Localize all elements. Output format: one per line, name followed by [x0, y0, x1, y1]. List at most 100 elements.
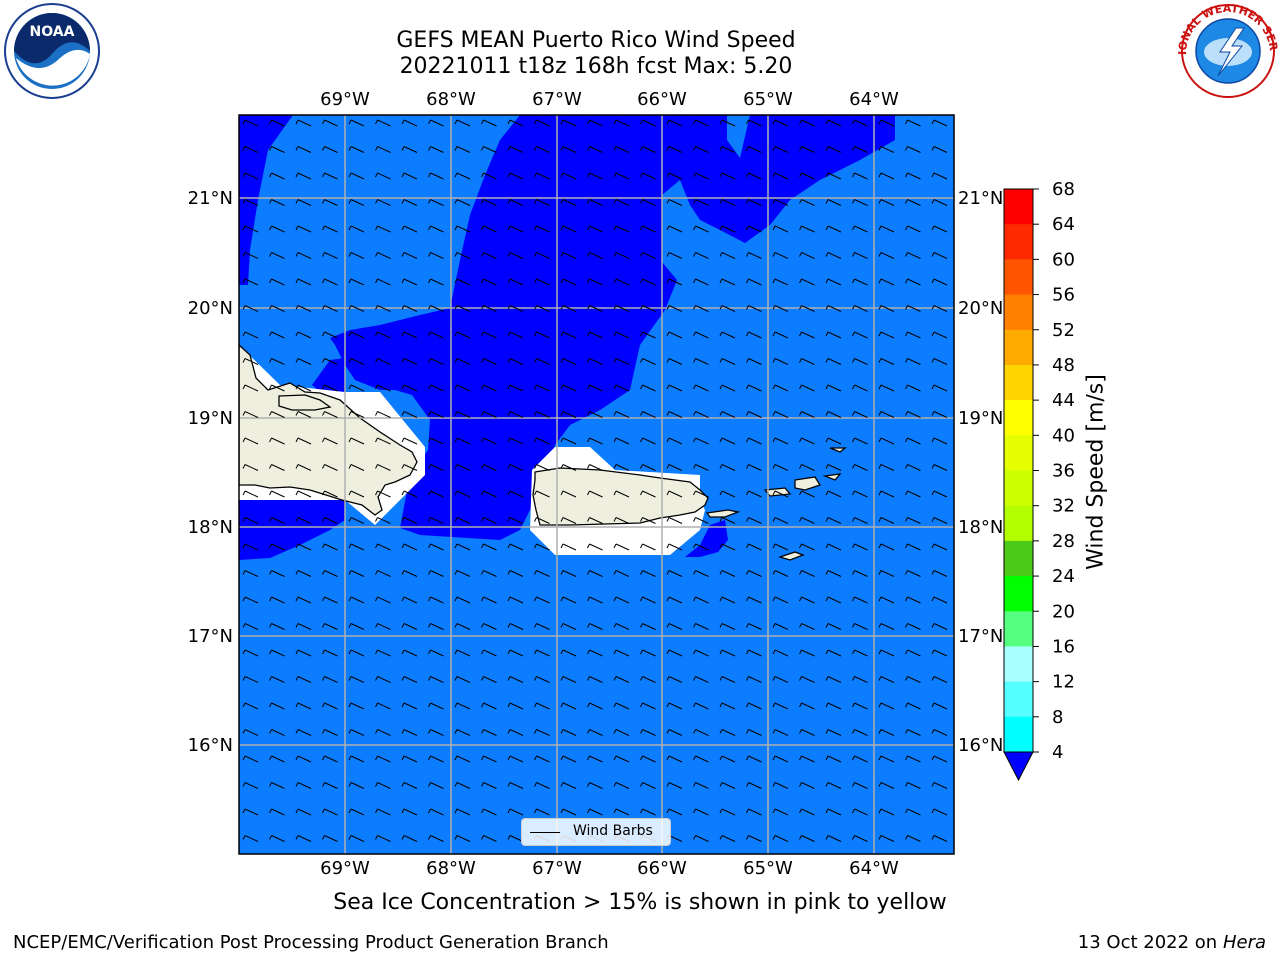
- wind-barb: [905, 119, 921, 127]
- wind-barb: [295, 702, 312, 710]
- wind-barb: [799, 782, 815, 789]
- wind-barb: [507, 172, 524, 180]
- wind-barb: [454, 172, 471, 180]
- wind-barb: [401, 676, 418, 683]
- wind-barb: [507, 570, 524, 577]
- wind-barb: [295, 199, 312, 206]
- wind-barb: [454, 782, 471, 789]
- wind-barb: [322, 755, 338, 763]
- wind-barb: [746, 835, 762, 842]
- wind-barb: [613, 623, 630, 630]
- wind-barb: [613, 411, 630, 418]
- wind-barb: [666, 305, 683, 312]
- wind-barb: [269, 835, 285, 842]
- wind-barb: [878, 199, 895, 206]
- wind-barb: [878, 835, 895, 842]
- wind-barb: [322, 702, 338, 710]
- wind-barb: [852, 543, 868, 551]
- wind-barb: [322, 331, 338, 339]
- colorbar: [1003, 188, 1034, 782]
- colorbar-segment: [1004, 611, 1033, 647]
- wind-barb: [269, 755, 285, 763]
- wind-barb: [269, 570, 285, 577]
- colorbar-tick-label: 8: [1052, 707, 1063, 728]
- wind-barb: [719, 570, 736, 577]
- wind-barb: [587, 596, 603, 604]
- wind-barb: [348, 172, 365, 180]
- wind-barb: [401, 384, 418, 392]
- wind-barb: [746, 543, 762, 551]
- wind-barb: [905, 649, 921, 657]
- wind-barb: [348, 649, 365, 657]
- wind-barb: [799, 252, 815, 259]
- wind-barb: [693, 358, 709, 365]
- wind-barb: [348, 517, 365, 524]
- wind-barb: [454, 358, 471, 365]
- wind-barb: [242, 543, 259, 551]
- wind-barb: [878, 172, 895, 180]
- wind-barb: [931, 596, 948, 604]
- wind-barb: [719, 517, 736, 524]
- wind-barb: [242, 358, 259, 365]
- wind-barb: [640, 331, 656, 339]
- wind-barb: [454, 835, 471, 842]
- wind-barb: [401, 146, 418, 153]
- wind-barb: [693, 490, 709, 498]
- wind-barb: [428, 702, 444, 710]
- wind-barb: [693, 305, 709, 312]
- wind-barb: [878, 517, 895, 524]
- wind-barb: [693, 782, 709, 789]
- wind-barb: [746, 702, 762, 710]
- wind-barb: [375, 358, 391, 365]
- wind-barb: [322, 490, 338, 498]
- wind-barb: [772, 570, 789, 577]
- wind-barb: [295, 305, 312, 312]
- wind-barb: [401, 331, 418, 339]
- wind-barb: [746, 172, 762, 180]
- wind-barb: [481, 676, 497, 683]
- wind-barb: [454, 411, 471, 418]
- wind-barb: [269, 702, 285, 710]
- wind-barb: [348, 755, 365, 763]
- wind-barb: [825, 252, 842, 259]
- wind-barb: [269, 808, 285, 816]
- wind-barb: [242, 146, 259, 153]
- wind-barb: [401, 835, 418, 842]
- wind-barb: [322, 676, 338, 683]
- wind-barb: [242, 278, 259, 286]
- wind-barb: [719, 596, 736, 604]
- wind-barb: [825, 278, 842, 286]
- wind-barb: [719, 676, 736, 683]
- wind-barb: [746, 252, 762, 259]
- wind-barb: [401, 464, 418, 471]
- wind-barb: [322, 782, 338, 789]
- wind-barb: [613, 808, 630, 816]
- wind-barb: [799, 702, 815, 710]
- wind-barb: [825, 570, 842, 577]
- wind-barb: [693, 702, 709, 710]
- lat-labels-right: 21°N 20°N 19°N 18°N 17°N 16°N: [958, 188, 1003, 756]
- wind-barb: [931, 358, 948, 365]
- wind-barb: [428, 305, 444, 312]
- lat-label-left: 20°N: [188, 298, 233, 319]
- wind-barb: [375, 146, 391, 153]
- wind-barb: [375, 411, 391, 418]
- wind-barb: [322, 411, 338, 418]
- wind-barb: [322, 596, 338, 604]
- wind-barb: [799, 199, 815, 206]
- wind-barb: [666, 649, 683, 657]
- wind-barbs: [242, 119, 948, 842]
- wind-barb: [534, 305, 550, 312]
- wind-barb: [295, 808, 312, 816]
- legend-line-icon: [530, 832, 560, 833]
- wind-barb: [772, 676, 789, 683]
- wind-barb: [481, 729, 497, 736]
- wind-barb: [507, 199, 524, 206]
- wind-barb: [560, 464, 577, 471]
- wind-barb: [640, 278, 656, 286]
- wind-barb: [507, 490, 524, 498]
- wind-barb: [587, 358, 603, 365]
- wind-barb: [428, 119, 444, 127]
- wind-barb: [878, 252, 895, 259]
- wind-barb: [931, 411, 948, 418]
